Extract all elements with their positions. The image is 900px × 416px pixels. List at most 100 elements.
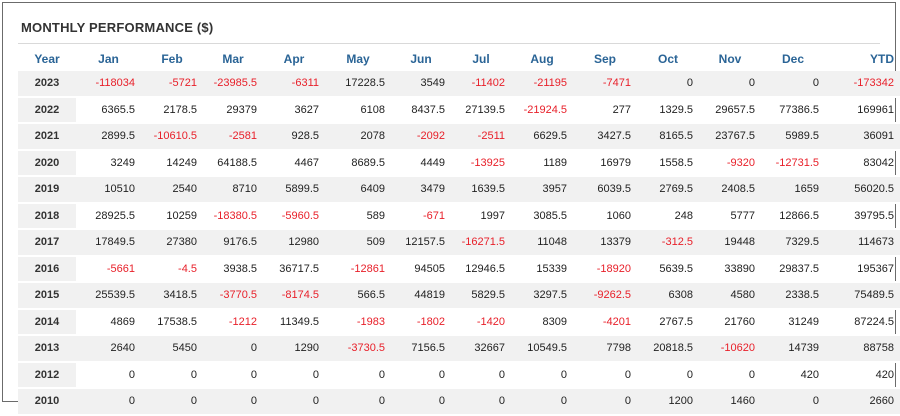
month-value-cell: -1802: [391, 308, 451, 336]
month-value-cell: 4449: [391, 149, 451, 177]
column-header-oct: Oct: [657, 52, 678, 66]
month-value-cell: 10259: [141, 202, 203, 230]
month-value-cell: 0: [76, 361, 141, 389]
performance-table: Year Jan Feb Mar Apr May Jun Jul Aug Sep Oct Nov Dec…: [18, 47, 900, 416]
column-header-jun: Jun: [410, 52, 432, 66]
month-value-cell: 6039.5: [573, 176, 637, 204]
month-value-cell: 8710: [203, 176, 263, 204]
column-header-sep: Sep: [593, 52, 616, 66]
month-value-cell: 0: [203, 361, 263, 389]
column-header-nov: Nov: [718, 52, 742, 66]
ytd-cell: 56020.5: [825, 176, 900, 204]
month-value-cell: 0: [325, 388, 391, 416]
month-value-cell: 17849.5: [76, 229, 141, 257]
month-value-cell: 0: [203, 388, 263, 416]
month-value-cell: -5721: [141, 71, 203, 98]
month-value-cell: 6308: [637, 282, 699, 310]
ytd-cell: 114673: [825, 229, 900, 257]
table-row: 2021 2899.5 -10610.5 -2581 928.5 2078 -2092 -25…: [18, 123, 900, 151]
month-value-cell: 2338.5: [761, 282, 825, 310]
month-value-cell: -6311: [263, 71, 325, 98]
month-value-cell: 928.5: [263, 123, 325, 151]
month-value-cell: -1212: [203, 308, 263, 336]
month-value-cell: -9262.5: [573, 282, 637, 310]
month-value-cell: 15339: [511, 255, 573, 283]
month-value-cell: -23985.5: [203, 71, 263, 98]
month-value-cell: 6108: [325, 96, 391, 124]
month-value-cell: 1189: [511, 149, 573, 177]
month-value-cell: 2540: [141, 176, 203, 204]
month-value-cell: 0: [761, 71, 825, 98]
month-value-cell: 6629.5: [511, 123, 573, 151]
month-value-cell: 0: [761, 388, 825, 416]
ytd-cell: 88758: [825, 335, 900, 363]
month-value-cell: 2769.5: [637, 176, 699, 204]
month-value-cell: 0: [141, 361, 203, 389]
month-value-cell: -10620: [699, 335, 761, 363]
panel-title: MONTHLY PERFORMANCE ($): [21, 20, 214, 35]
month-value-cell: 36717.5: [263, 255, 325, 283]
month-value-cell: 2899.5: [76, 123, 141, 151]
month-value-cell: 12157.5: [391, 229, 451, 257]
column-header-jan: Jan: [98, 52, 119, 66]
month-value-cell: 3479: [391, 176, 451, 204]
year-cell: 2019: [18, 176, 76, 204]
table-row: 2012 0 0 0 0 0 0 0 0 0 0 0 420 420: [18, 361, 900, 389]
ytd-cell: 195367: [825, 255, 900, 283]
month-value-cell: 6409: [325, 176, 391, 204]
month-value-cell: 3418.5: [141, 282, 203, 310]
month-value-cell: 9176.5: [203, 229, 263, 257]
column-header-ytd: YTD: [870, 52, 894, 66]
month-value-cell: 420: [761, 361, 825, 389]
month-value-cell: 0: [451, 361, 511, 389]
month-value-cell: -2092: [391, 123, 451, 151]
month-value-cell: 566.5: [325, 282, 391, 310]
month-value-cell: 64188.5: [203, 149, 263, 177]
month-value-cell: 1200: [637, 388, 699, 416]
month-value-cell: 0: [203, 335, 263, 363]
month-value-cell: -312.5: [637, 229, 699, 257]
month-value-cell: 25539.5: [76, 282, 141, 310]
month-value-cell: -18380.5: [203, 202, 263, 230]
month-value-cell: 12946.5: [451, 255, 511, 283]
table-row: 2013 2640 5450 0 1290 -3730.5 7156.5 32667 10549…: [18, 335, 900, 363]
month-value-cell: 3957: [511, 176, 573, 204]
month-value-cell: -18920: [573, 255, 637, 283]
column-header-aug: Aug: [530, 52, 554, 66]
month-value-cell: 10549.5: [511, 335, 573, 363]
month-value-cell: -5661: [76, 255, 141, 283]
month-value-cell: 1060: [573, 202, 637, 230]
month-value-cell: 8165.5: [637, 123, 699, 151]
table-row: 2015 25539.5 3418.5 -3770.5 -8174.5 566.5 4481…: [18, 282, 900, 310]
month-value-cell: -4.5: [141, 255, 203, 283]
year-cell: 2014: [18, 308, 76, 336]
month-value-cell: 8689.5: [325, 149, 391, 177]
table-row: 2014 4869 17538.5 -1212 11349.5 -1983 -1802 -14…: [18, 308, 900, 336]
column-header-mar: Mar: [222, 52, 244, 66]
year-cell: 2021: [18, 123, 76, 151]
month-value-cell: -9320: [699, 149, 761, 177]
column-header-apr: Apr: [283, 52, 305, 66]
month-value-cell: 0: [451, 388, 511, 416]
month-value-cell: -21195: [511, 71, 573, 98]
year-cell: 2010: [18, 388, 76, 416]
table-row: 2017 17849.5 27380 9176.5 12980 509 12157.5 -16…: [18, 229, 900, 257]
month-value-cell: -10610.5: [141, 123, 203, 151]
month-value-cell: 0: [637, 361, 699, 389]
month-value-cell: 1329.5: [637, 96, 699, 124]
title-divider: [18, 43, 880, 44]
month-value-cell: 1639.5: [451, 176, 511, 204]
month-value-cell: 0: [699, 71, 761, 98]
month-value-cell: -12731.5: [761, 149, 825, 177]
month-value-cell: 11048: [511, 229, 573, 257]
month-value-cell: 19448: [699, 229, 761, 257]
table-row: 2023 -118034 -5721 -23985.5 -6311 17228.5 3549…: [18, 71, 900, 98]
month-value-cell: 0: [391, 388, 451, 416]
month-value-cell: 2408.5: [699, 176, 761, 204]
month-value-cell: 0: [573, 361, 637, 389]
month-value-cell: 17228.5: [325, 71, 391, 98]
month-value-cell: -3770.5: [203, 282, 263, 310]
month-value-cell: 4869: [76, 308, 141, 336]
month-value-cell: 4467: [263, 149, 325, 177]
month-value-cell: 7798: [573, 335, 637, 363]
